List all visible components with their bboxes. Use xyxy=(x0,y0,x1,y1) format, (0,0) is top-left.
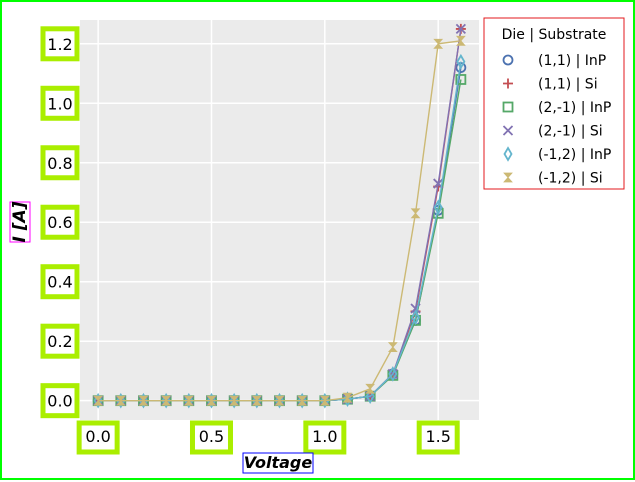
data-point xyxy=(116,392,126,409)
legend-marker xyxy=(503,78,513,89)
data-point xyxy=(229,395,240,406)
data-point xyxy=(320,392,330,409)
y-tick-highlight xyxy=(40,264,80,300)
y-tick-label: 0.6 xyxy=(47,213,72,232)
legend-label: (2,-1) | Si xyxy=(538,124,603,140)
legend-entry: (2,-1) | InP xyxy=(502,100,611,116)
data-point xyxy=(93,395,104,406)
y-tick-highlight xyxy=(40,85,80,121)
data-point xyxy=(93,392,103,409)
legend-marker xyxy=(502,125,514,136)
data-point xyxy=(456,53,466,70)
data-point xyxy=(161,395,172,406)
legend: Die | Substrate (1,1) | InP (1,1) | Si (2,… xyxy=(483,17,625,190)
x-axis-label: Voltage xyxy=(244,453,313,472)
y-tick-highlight xyxy=(40,383,80,419)
data-point xyxy=(433,38,444,49)
y-tick-label: 0.2 xyxy=(47,332,72,351)
data-point xyxy=(388,366,398,382)
x-tick-highlight xyxy=(76,420,120,455)
legend-marker xyxy=(503,146,513,162)
legend-entry: (2,-1) | Si xyxy=(502,124,603,140)
legend-marker xyxy=(502,54,514,66)
legend-entry: (-1,2) | InP xyxy=(503,146,611,163)
y-tick-label: 1.2 xyxy=(47,35,72,54)
data-point xyxy=(387,342,398,353)
x-tick-label: 1.0 xyxy=(312,427,337,446)
legend-entry: (1,1) | Si xyxy=(503,77,598,93)
data-point xyxy=(365,388,375,404)
legend-label: (-1,2) | InP xyxy=(538,147,611,163)
data-point xyxy=(410,208,421,219)
y-axis-label: I [A] xyxy=(10,201,30,242)
y-tick-highlight xyxy=(40,26,80,62)
plot-area xyxy=(80,20,479,420)
y-tick-label: 1.0 xyxy=(47,94,72,113)
legend-label: (1,1) | Si xyxy=(538,77,598,93)
data-point xyxy=(183,395,194,406)
data-point xyxy=(455,35,466,46)
y-tick-labels: 0.0 0.2 0.4 0.6 0.8 1.0 1.2 xyxy=(40,26,80,419)
data-point xyxy=(319,395,330,406)
y-tick-highlight xyxy=(40,145,80,181)
series xyxy=(93,35,466,406)
x-tick-labels: 0.0 0.5 1.0 1.5 xyxy=(76,420,460,455)
data-point xyxy=(274,395,285,406)
y-axis-title: I [A] xyxy=(9,201,31,243)
legend-marker xyxy=(502,101,514,113)
legend-entry: (1,1) | InP xyxy=(502,53,606,69)
data-point xyxy=(455,23,467,35)
x-tick-label: 0.5 xyxy=(199,427,224,446)
y-tick-label: 0.8 xyxy=(47,154,72,173)
x-tick-highlight xyxy=(303,420,347,455)
data-point xyxy=(297,392,307,409)
data-point xyxy=(115,395,126,406)
data-point xyxy=(206,395,217,406)
data-point xyxy=(138,395,149,406)
legend-marker xyxy=(503,172,513,183)
legend-title: Die | Substrate xyxy=(502,27,607,43)
x-tick-highlight xyxy=(416,420,460,455)
x-tick-highlight xyxy=(189,420,233,455)
legend-entry: (-1,2) | Si xyxy=(503,171,603,187)
data-point xyxy=(342,392,353,403)
y-tick-highlight xyxy=(40,323,80,359)
legend-label: (-1,2) | Si xyxy=(538,171,603,187)
x-tick-label: 1.5 xyxy=(425,427,450,446)
data-point xyxy=(138,392,149,409)
data-point xyxy=(252,392,262,409)
legend-label: (1,1) | InP xyxy=(538,53,606,69)
y-tick-label: 0.4 xyxy=(47,273,72,292)
data-point xyxy=(229,392,239,409)
y-tick-highlight xyxy=(40,204,80,240)
series-layer xyxy=(92,23,467,409)
data-point xyxy=(251,395,262,406)
y-tick-label: 0.0 xyxy=(47,392,72,411)
x-axis-title: Voltage xyxy=(242,452,314,474)
data-point xyxy=(161,392,171,409)
legend-entries: (1,1) | InP (1,1) | Si (2,-1) | InP (2,-1) … xyxy=(502,53,611,187)
data-point xyxy=(433,199,443,216)
data-point xyxy=(410,309,421,326)
data-point xyxy=(206,392,217,409)
legend-label: (2,-1) | InP xyxy=(538,100,611,116)
x-tick-label: 0.0 xyxy=(85,427,110,446)
data-point xyxy=(297,395,308,406)
data-point xyxy=(274,392,285,409)
data-point xyxy=(455,74,467,85)
data-point xyxy=(184,392,194,409)
data-point xyxy=(365,383,376,394)
